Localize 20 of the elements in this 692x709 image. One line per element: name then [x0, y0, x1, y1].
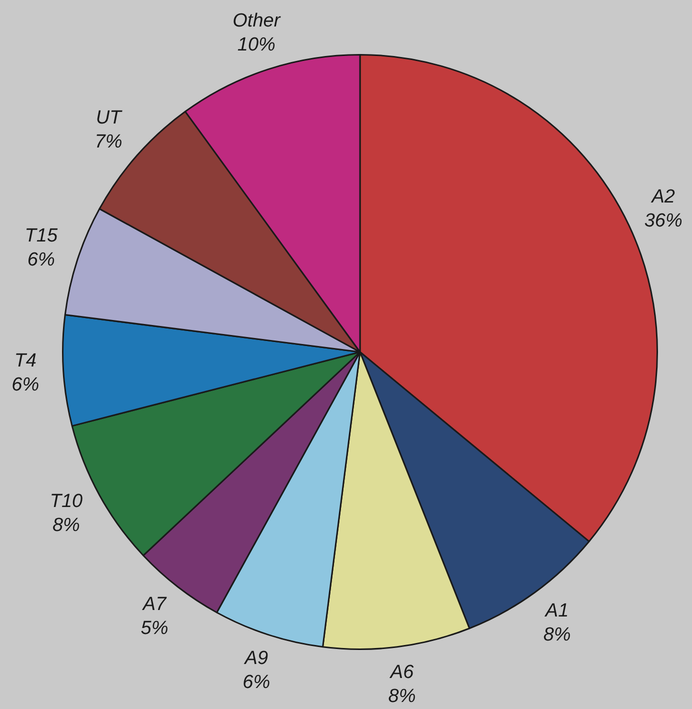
slice-label: T4 — [14, 350, 37, 372]
slice-label: T10 — [50, 490, 84, 512]
slice-label: Other — [232, 10, 281, 32]
data-label: 6% — [12, 374, 40, 396]
data-label: 8% — [52, 514, 80, 536]
data-label: 5% — [140, 618, 168, 640]
slice-label: A9 — [244, 648, 268, 670]
data-label: 8% — [388, 686, 416, 707]
data-label: 6% — [27, 250, 55, 271]
data-label: 8% — [543, 624, 571, 646]
data-label: 10% — [237, 34, 276, 56]
slice-label: A6 — [389, 662, 414, 683]
slice-label: A2 — [650, 186, 676, 208]
slice-label: T15 — [24, 226, 58, 247]
data-label: 36% — [644, 210, 682, 232]
data-label: 7% — [94, 132, 122, 153]
slice-label: UT — [96, 108, 123, 129]
slice-label: A7 — [142, 594, 168, 616]
data-label: 6% — [242, 672, 270, 694]
slice-label: A1 — [544, 600, 569, 622]
